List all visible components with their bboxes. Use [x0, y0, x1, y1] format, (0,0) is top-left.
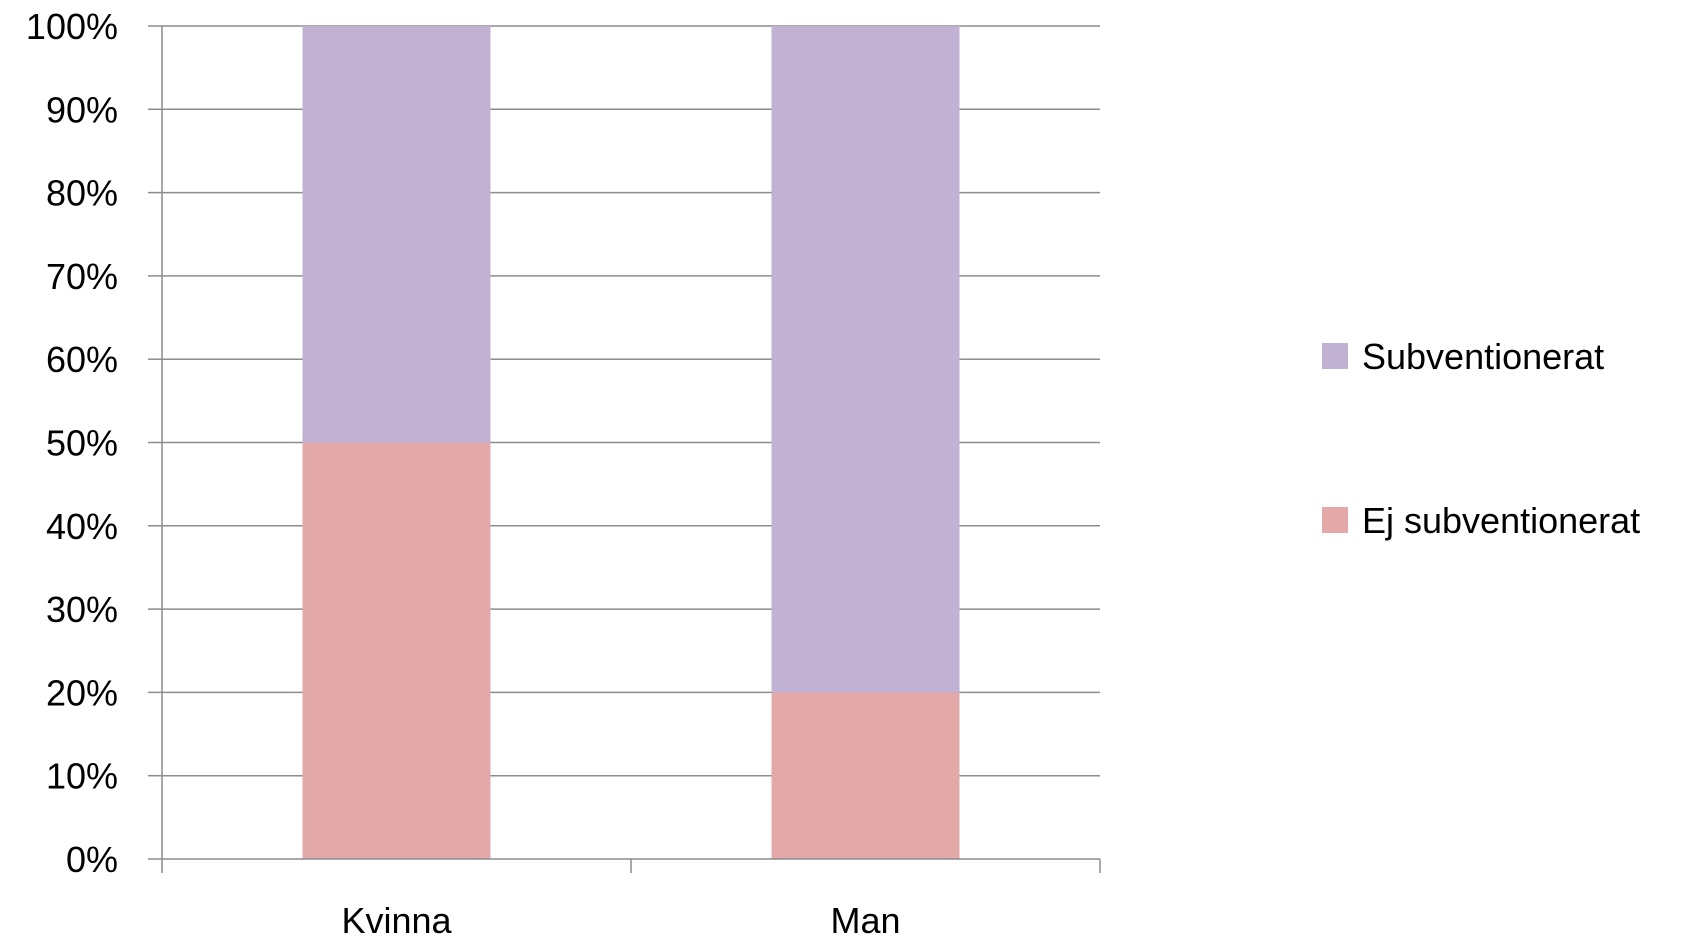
y-tick-label: 90% — [46, 89, 118, 130]
legend-label: Subventionerat — [1362, 336, 1604, 377]
bar-segment — [302, 442, 491, 859]
y-tick-label: 60% — [46, 339, 118, 380]
legend-swatch — [1322, 343, 1348, 369]
legend-item: Ej subventionerat — [1322, 500, 1640, 541]
y-tick-label: 80% — [46, 173, 118, 214]
y-tick-label: 70% — [46, 256, 118, 297]
y-tick-label: 10% — [46, 756, 118, 797]
legend: Subventionerat Ej subventionerat — [1322, 336, 1640, 541]
y-tick-label: 50% — [46, 423, 118, 464]
y-tick-label: 0% — [66, 839, 118, 880]
y-tick-label: 30% — [46, 589, 118, 630]
y-tick-label: 40% — [46, 506, 118, 547]
y-tick-labels: 0% 10% 20% 30% 40% 50% 60% 70% 80% 90% 100% — [26, 6, 118, 880]
x-tick-label: Kvinna — [341, 900, 452, 941]
legend-label: Ej subventionerat — [1362, 500, 1640, 541]
y-tick-label: 20% — [46, 672, 118, 713]
bar-segment — [302, 26, 491, 443]
x-tick-label: Man — [830, 900, 900, 941]
x-tick-labels: Kvinna Man — [341, 900, 900, 941]
bar-segment — [771, 692, 960, 859]
legend-swatch — [1322, 507, 1348, 533]
axes — [148, 25, 1101, 873]
bars — [302, 26, 960, 859]
bar-segment — [771, 26, 960, 693]
y-tick-label: 100% — [26, 6, 118, 47]
legend-item: Subventionerat — [1322, 336, 1604, 377]
